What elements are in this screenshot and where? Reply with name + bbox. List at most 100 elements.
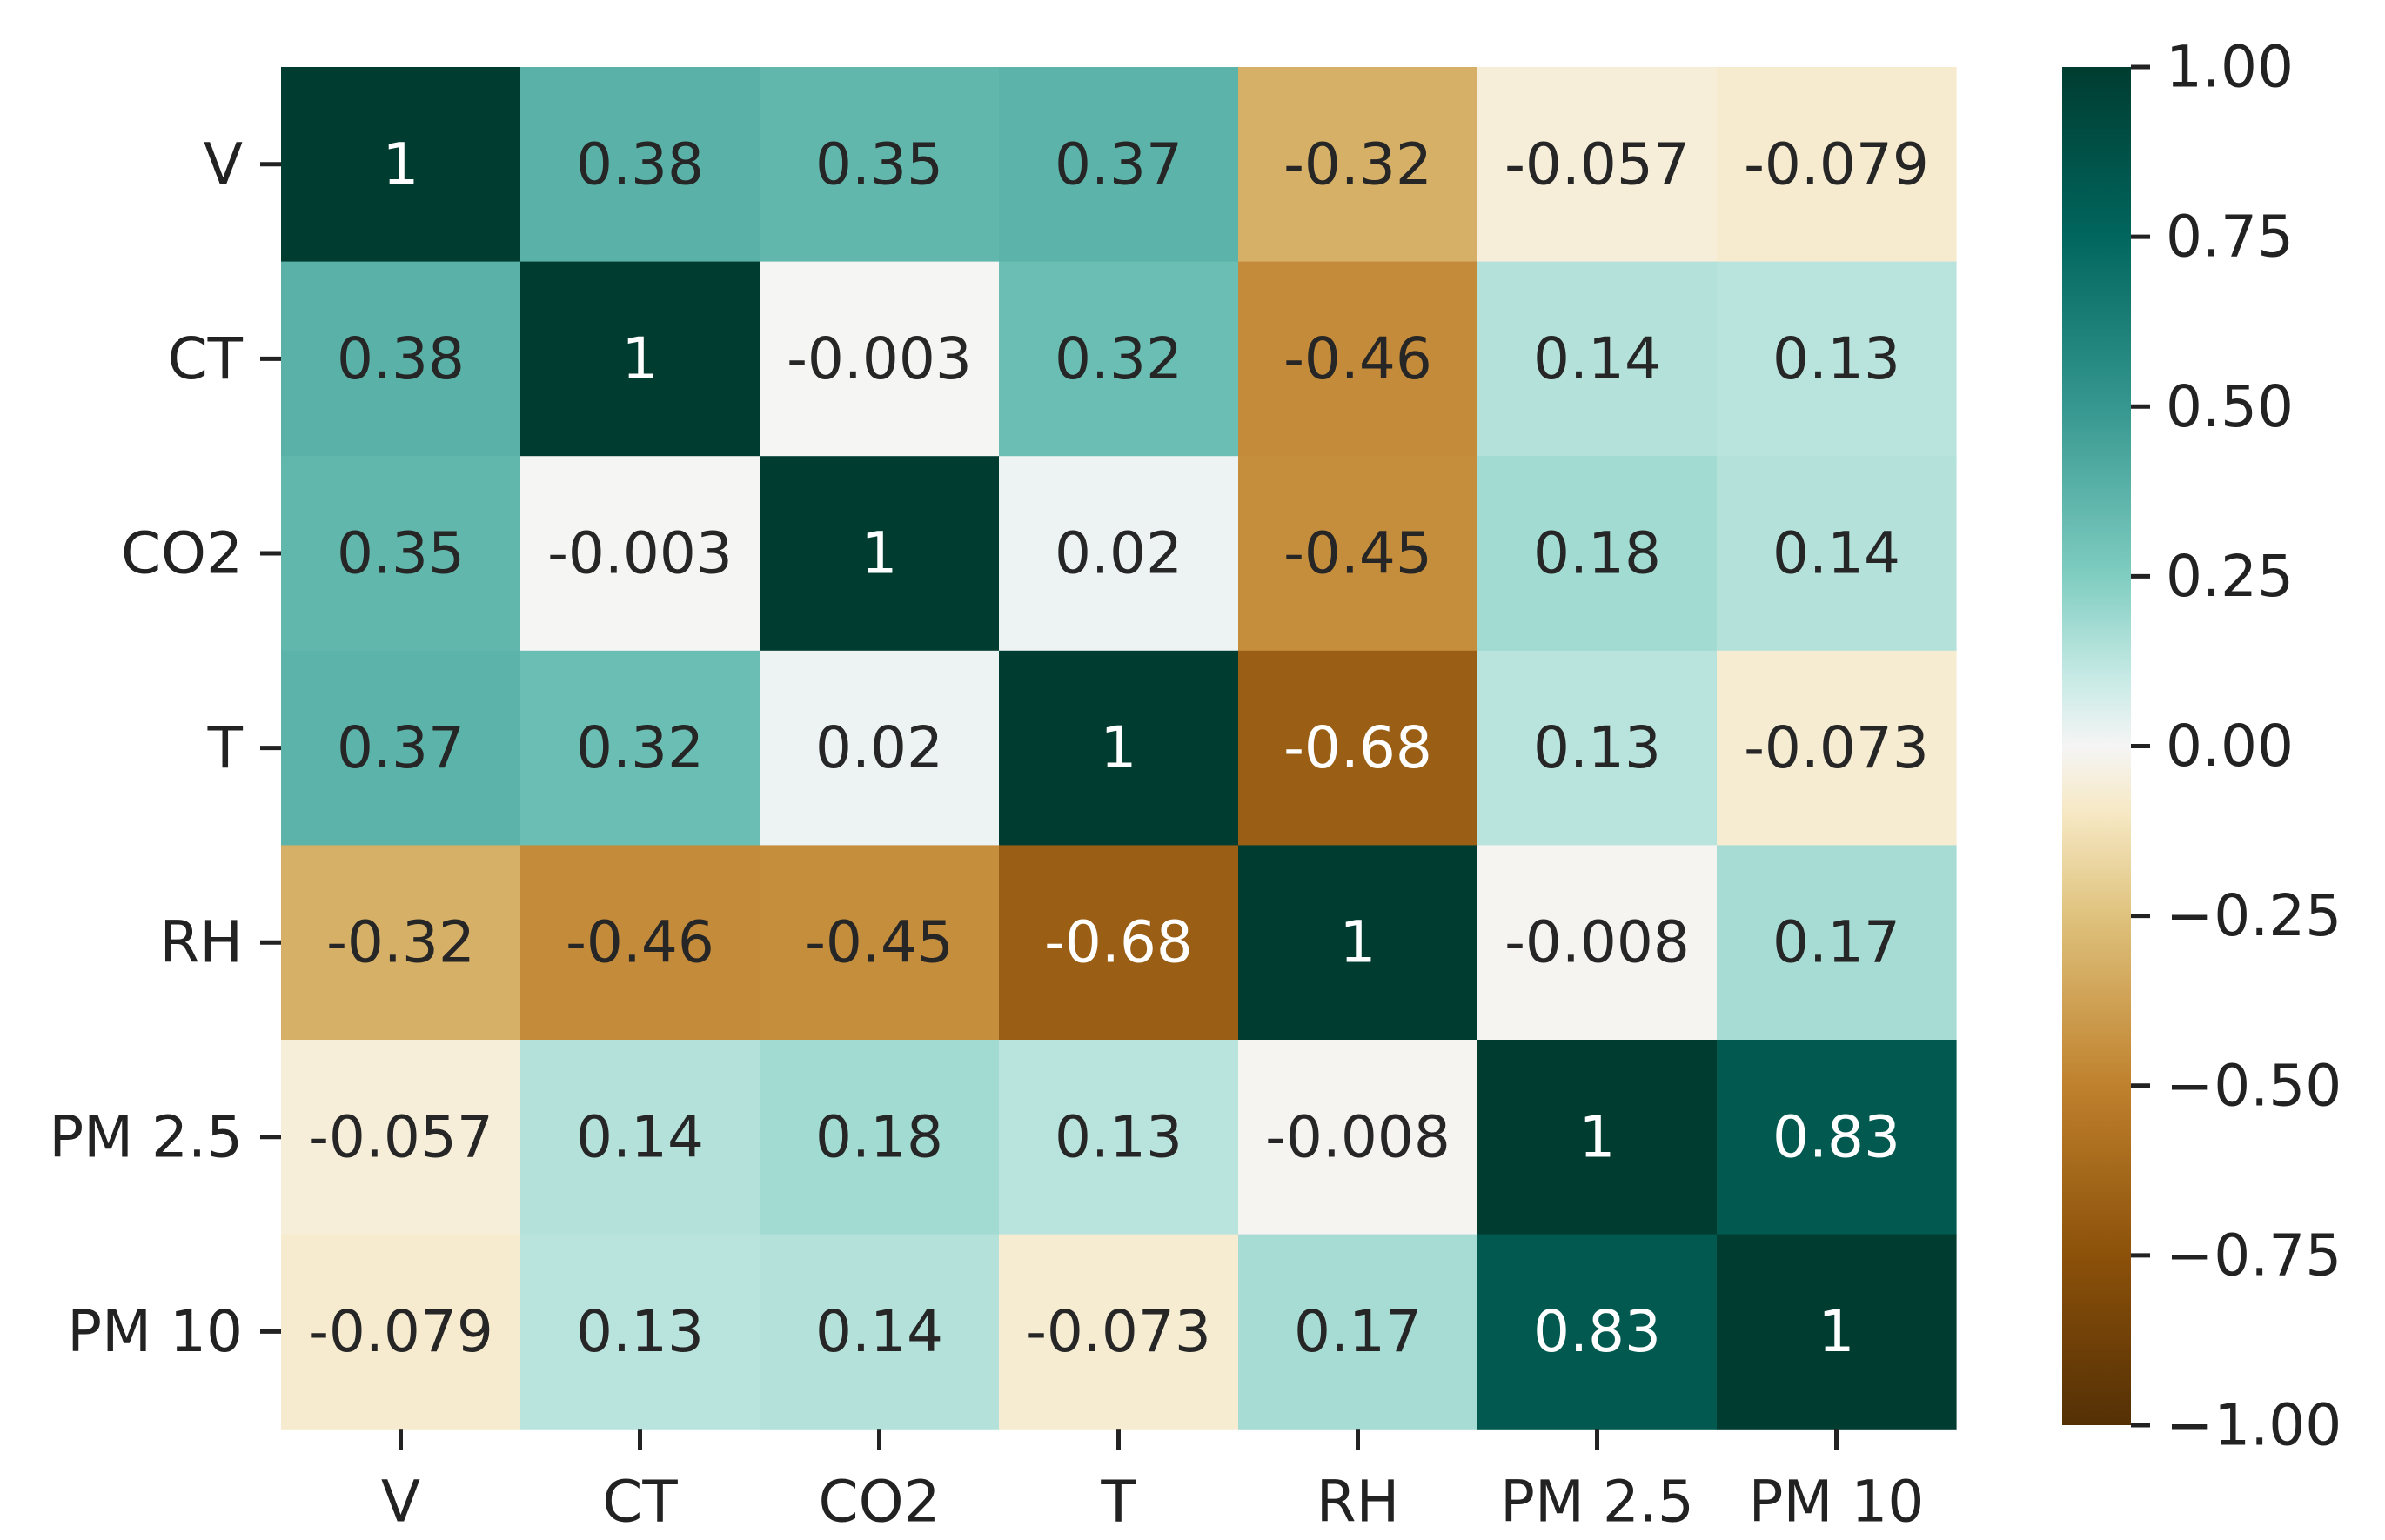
cell-value-label: 0.18 (1533, 520, 1661, 587)
heatmap-cell-co2-ct (520, 456, 760, 652)
heatmap-cell-ct-t (999, 261, 1239, 457)
heatmap-cell-pm-2-5-pm-10 (1717, 1040, 1957, 1235)
cell-value-label: -0.073 (1744, 714, 1929, 781)
colorbar: 1.00 0.75 0.50 0.25 0.00 −0.25 −0.50 −0.75 −1.00 (2062, 34, 2341, 1459)
y-axis: V CT CO2 T RH PM 2.5 PM 10 (49, 131, 281, 1365)
cell-value-label: -0.68 (1044, 909, 1193, 976)
cell-value-label: 1 (622, 325, 659, 392)
y-tick-label-rh: RH (160, 909, 244, 976)
cell-value-label: -0.45 (805, 909, 954, 976)
cell-value-label: 1 (1579, 1103, 1616, 1170)
cell-value-label: 0.35 (337, 520, 465, 587)
x-tick-label-v: V (381, 1469, 420, 1536)
x-tick-label-pm-2-5: PM 2.5 (1500, 1469, 1694, 1536)
y-tick-label-pm-10: PM 10 (67, 1298, 243, 1365)
colorbar-tick-label: −1.00 (2166, 1392, 2341, 1459)
cell-value-label: 0.13 (576, 1298, 704, 1365)
heatmap-cell-rh-co2 (760, 845, 1000, 1041)
cell-value-label: 1 (1340, 909, 1377, 976)
cell-value-label: 1 (861, 520, 898, 587)
heatmap-cell-pm-10-ct (520, 1234, 760, 1430)
heatmap-cell-co2-t (999, 456, 1239, 652)
cell-value-label: 0.02 (1055, 520, 1182, 587)
cell-value-label: -0.68 (1283, 714, 1432, 781)
cell-value-label: 0.38 (576, 131, 704, 198)
colorbar-tick-label: −0.75 (2166, 1222, 2341, 1289)
cell-value-label: -0.008 (1265, 1103, 1450, 1170)
cell-value-label: 1 (1101, 714, 1137, 781)
cell-value-label: 1 (383, 131, 419, 198)
colorbar-tick-label: 1.00 (2166, 34, 2294, 101)
heatmap-cell-pm-2-5-pm-2-5 (1477, 1040, 1718, 1235)
x-tick-label-co2: CO2 (818, 1469, 940, 1536)
cell-value-label: 0.37 (1055, 131, 1182, 198)
heatmap-cell-t-co2 (760, 650, 1000, 846)
cell-value-label: 1 (1819, 1298, 1855, 1365)
heatmap-cell-ct-ct (520, 261, 760, 457)
cell-value-label: -0.003 (547, 520, 733, 587)
cell-value-label: -0.057 (1504, 131, 1690, 198)
cell-value-label: 0.17 (1772, 909, 1900, 976)
heatmap-cell-t-pm-2-5 (1477, 650, 1718, 846)
y-tick-label-v: V (204, 131, 243, 198)
heatmap-cell-ct-co2 (760, 261, 1000, 457)
heatmap-cell-pm-10-co2 (760, 1234, 1000, 1430)
cell-value-label: -0.32 (1283, 131, 1432, 198)
cell-value-label: -0.073 (1026, 1298, 1211, 1365)
heatmap-cell-co2-v (281, 456, 521, 652)
heatmap-cell-v-ct (520, 67, 760, 263)
colorbar-tick-label: −0.25 (2166, 882, 2341, 949)
heatmap-cell-v-pm-2-5 (1477, 67, 1718, 263)
heatmap-cell-pm-10-pm-2-5 (1477, 1234, 1718, 1430)
y-tick-label-t: T (207, 714, 244, 781)
heatmap-cell-co2-co2 (760, 456, 1000, 652)
heatmap-cell-co2-rh (1238, 456, 1478, 652)
heatmap-cell-rh-t (999, 845, 1239, 1041)
cell-value-label: -0.079 (308, 1298, 493, 1365)
heatmap-cell-rh-pm-10 (1717, 845, 1957, 1041)
cell-value-label: -0.46 (566, 909, 714, 976)
cell-value-label: 0.14 (576, 1103, 704, 1170)
colorbar-tick-label: 0.00 (2166, 713, 2294, 780)
colorbar-tick-label: 0.75 (2166, 204, 2294, 271)
heatmap-cell-v-v (281, 67, 521, 263)
heatmap-annotations: 1 0.38 0.35 0.37 -0.32 -0.057 -0.079 0.38 1 -0.00… (308, 131, 1929, 1365)
cell-value-label: 0.17 (1294, 1298, 1422, 1365)
cell-value-label: 0.02 (815, 714, 943, 781)
cell-value-label: -0.003 (787, 325, 972, 392)
heatmap-cell-t-t (999, 650, 1239, 846)
heatmap-cell-t-rh (1238, 650, 1478, 846)
heatmap-cell-v-pm-10 (1717, 67, 1957, 263)
cell-value-label: 0.14 (1533, 325, 1661, 392)
heatmap-cell-pm-2-5-ct (520, 1040, 760, 1235)
x-tick-label-t: T (1100, 1469, 1136, 1536)
heatmap-cell-pm-2-5-rh (1238, 1040, 1478, 1235)
heatmap-cell-rh-rh (1238, 845, 1478, 1041)
cell-value-label: -0.079 (1744, 131, 1929, 198)
cell-value-label: 0.13 (1055, 1103, 1182, 1170)
heatmap-cell-pm-10-rh (1238, 1234, 1478, 1430)
heatmap-cell-pm-2-5-t (999, 1040, 1239, 1235)
x-axis: V CT CO2 T RH PM 2.5 PM 10 (381, 1429, 1924, 1536)
cell-value-label: -0.45 (1283, 520, 1432, 587)
cell-value-label: 0.32 (576, 714, 704, 781)
heatmap-cell-rh-pm-2-5 (1477, 845, 1718, 1041)
cell-value-label: 0.18 (815, 1103, 943, 1170)
cell-value-label: -0.32 (326, 909, 475, 976)
colorbar-tick-label: 0.50 (2166, 373, 2294, 440)
cell-value-label: 0.13 (1533, 714, 1661, 781)
cell-value-label: 0.37 (337, 714, 465, 781)
heatmap-cell-t-v (281, 650, 521, 846)
cell-value-label: 0.14 (1772, 520, 1900, 587)
heatmap-cell-t-ct (520, 650, 760, 846)
heatmap-cell-pm-10-pm-10 (1717, 1234, 1957, 1430)
cell-value-label: -0.46 (1283, 325, 1432, 392)
heatmap-cell-pm-2-5-v (281, 1040, 521, 1235)
x-tick-label-rh: RH (1316, 1469, 1400, 1536)
heatmap-cell-v-t (999, 67, 1239, 263)
cell-value-label: 0.35 (815, 131, 943, 198)
heatmap-cell-ct-v (281, 261, 521, 457)
colorbar-strip (2062, 67, 2131, 1425)
heatmap-cell-rh-v (281, 845, 521, 1041)
